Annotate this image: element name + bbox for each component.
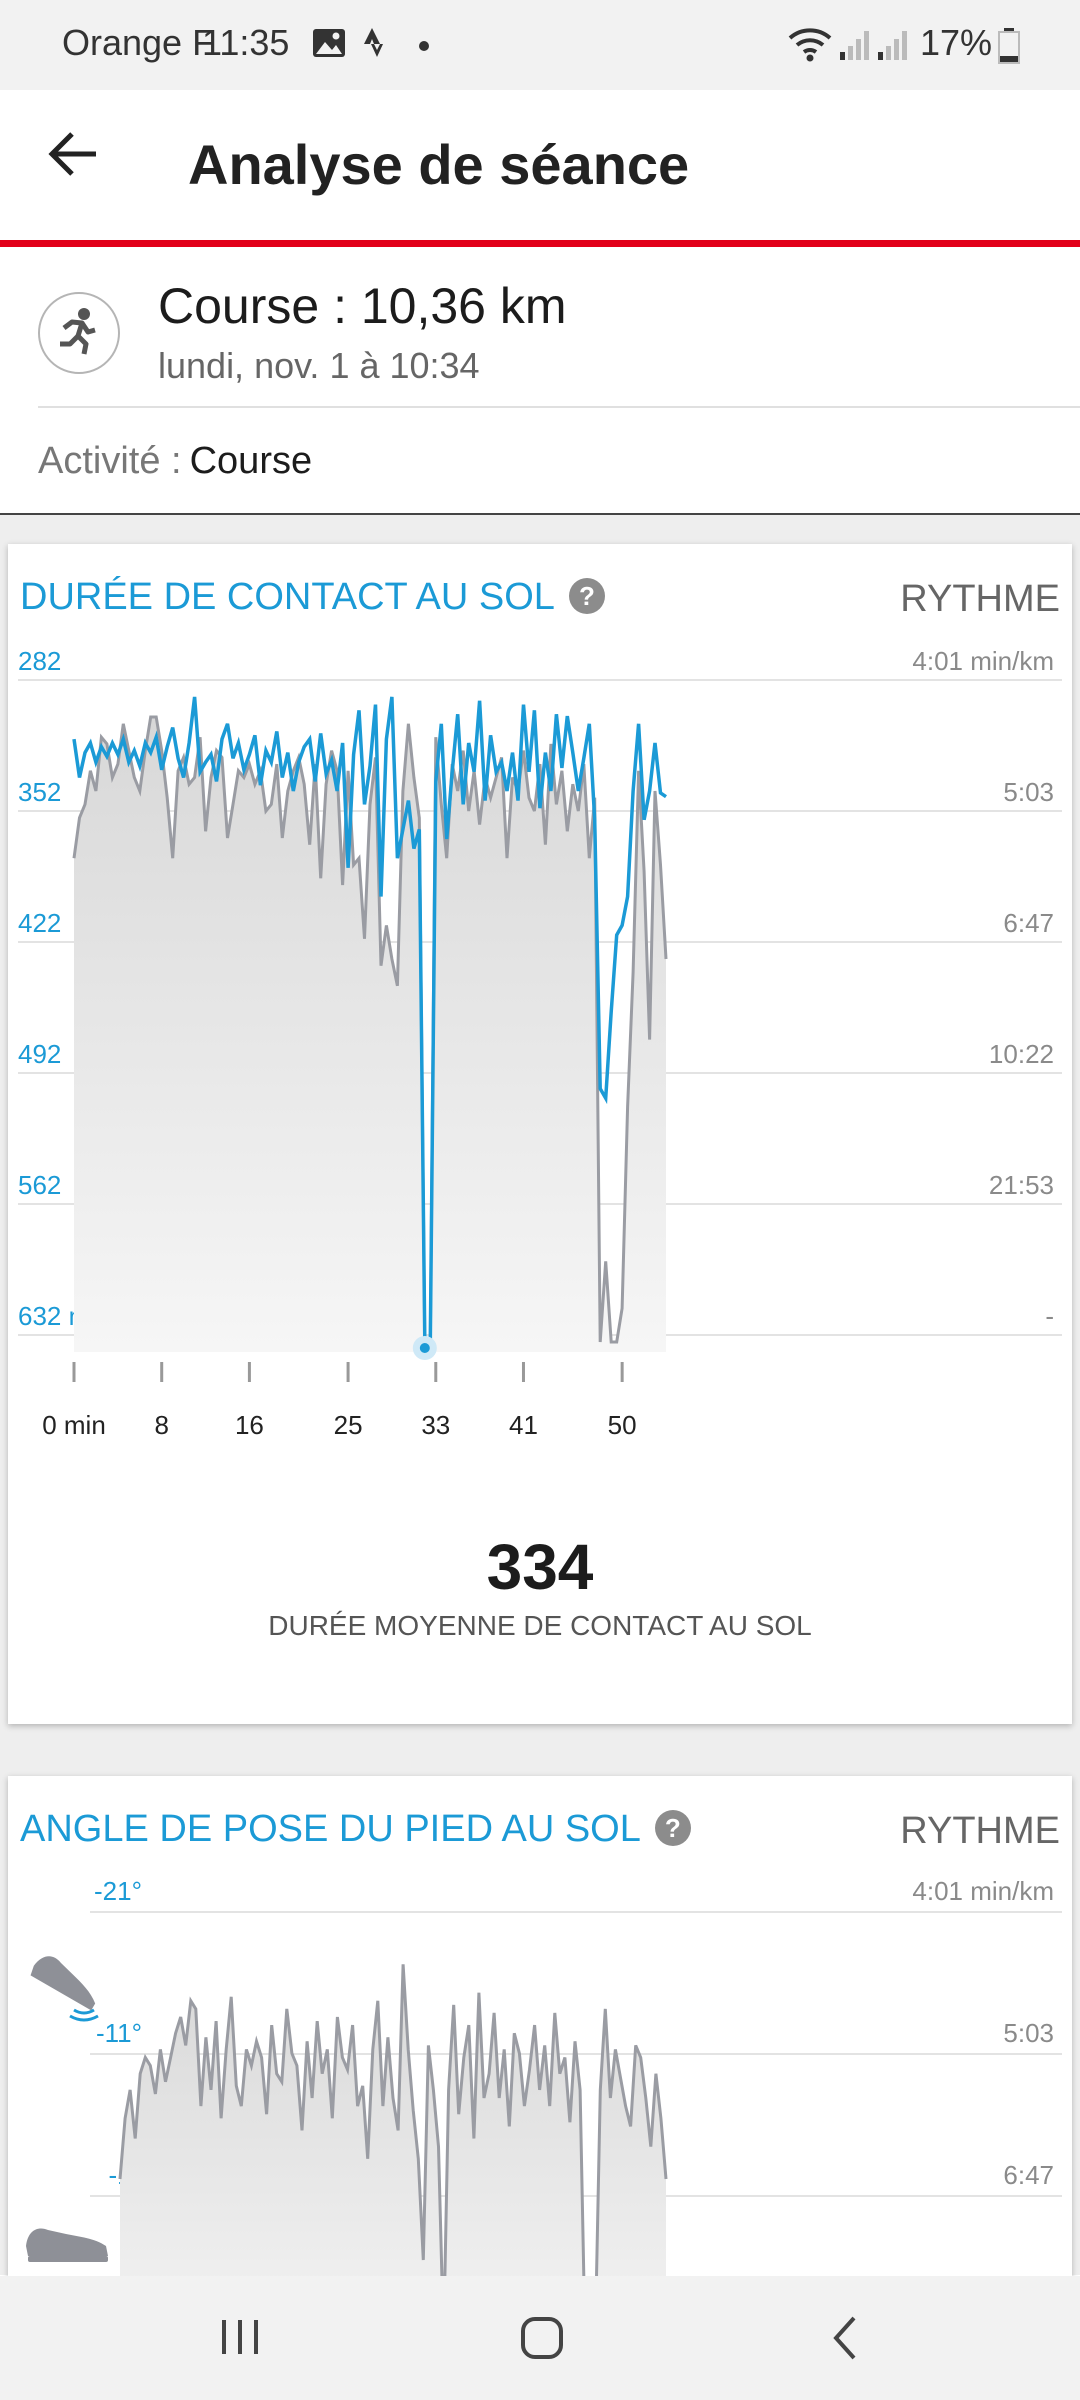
rythme-area	[74, 717, 666, 1352]
left-axis-tick: -21°	[94, 1876, 142, 1906]
accent-divider	[0, 240, 1080, 247]
battery-percent: 17%	[920, 22, 993, 63]
divider	[38, 406, 1080, 408]
left-axis-tick: 282	[18, 646, 61, 676]
signal-icon-sim2	[878, 31, 907, 60]
activity-label: Activité :	[38, 440, 182, 482]
shoe-heel-strike-icon	[30, 1956, 99, 2022]
strava-notification-icon	[364, 28, 383, 57]
question-mark-icon[interactable]: ?	[654, 1810, 691, 1846]
average-label: DURÉE MOYENNE DE CONTACT AU SOL	[268, 1610, 812, 1641]
app-bar: Analyse de séance	[0, 90, 1080, 240]
rythme-series-line	[72, 715, 668, 1344]
clock: 11:35	[202, 22, 290, 63]
right-axis-tick: 10:22	[989, 1039, 1054, 1069]
system-back-button[interactable]	[806, 2308, 886, 2368]
right-axis-tick: 5:03	[1003, 2018, 1054, 2048]
more-notifications-dot	[419, 41, 429, 51]
x-tick-label: 0 min	[42, 1410, 106, 1440]
x-tick-label: 50	[608, 1410, 637, 1440]
divider	[0, 513, 1080, 515]
left-axis-tick: 492	[18, 1039, 61, 1069]
x-tick-label: 16	[235, 1410, 264, 1440]
left-axis-tick: -11°	[96, 2018, 142, 2048]
x-tick-label: 33	[421, 1410, 450, 1440]
battery-icon	[998, 28, 1020, 64]
signal-icon-sim1	[840, 31, 869, 60]
foot-angle-chart[interactable]: -21°-11°-1°4:01 min/km5:036:47	[8, 1776, 1072, 2276]
right-axis-tick: 4:01 min/km	[912, 646, 1054, 676]
carrier-label: Orange F	[62, 22, 215, 63]
session-title: Course : 10,36 km	[158, 278, 567, 334]
back-button[interactable]	[40, 120, 108, 188]
average-value: 334	[486, 1531, 594, 1603]
activity-value: Course	[189, 440, 313, 482]
left-axis-tick: 352	[18, 777, 61, 807]
card-title: DURÉE DE CONTACT AU SOL?	[20, 576, 605, 619]
foot-angle-card: ANGLE DE POSE DU PIED AU SOL? RYTHME -21…	[8, 1776, 1072, 2296]
x-tick-label: 25	[334, 1410, 363, 1440]
activity-badge	[38, 292, 120, 374]
chevron-left-icon	[833, 2316, 856, 2360]
right-axis-tick: 6:47	[1003, 908, 1054, 938]
arrow-left-icon	[48, 132, 96, 176]
recent-apps-icon	[222, 2320, 258, 2354]
right-axis-tick: 21:53	[989, 1170, 1054, 1200]
wifi-icon	[788, 28, 832, 62]
rythme-series-line	[118, 1964, 668, 2276]
card-title-text: DURÉE DE CONTACT AU SOL	[20, 576, 555, 618]
gallery-notification-icon	[313, 29, 345, 57]
system-nav-bar	[0, 2276, 1080, 2400]
ground-contact-card: DURÉE DE CONTACT AU SOL? RYTHME 282 352 42…	[8, 544, 1072, 1724]
card-title-text: ANGLE DE POSE DU PIED AU SOL	[20, 1808, 641, 1850]
session-date: lundi, nov. 1 à 10:34	[158, 345, 480, 386]
secondary-series-label[interactable]: RYTHME	[900, 578, 1060, 620]
activity-row: Activité : Course	[38, 440, 312, 483]
session-header: Course : 10,36 km lundi, nov. 1 à 10:34	[0, 247, 1080, 407]
shoe-flat-icon	[26, 2228, 108, 2262]
home-button[interactable]	[502, 2308, 582, 2368]
x-tick-label: 41	[509, 1410, 538, 1440]
x-tick-label: 8	[154, 1410, 168, 1440]
page-title: Analyse de séance	[188, 133, 690, 196]
running-person-icon	[60, 308, 96, 355]
card-title: ANGLE DE POSE DU PIED AU SOL?	[20, 1808, 691, 1851]
status-bar: Orange F 11:35 17%	[0, 0, 1080, 90]
question-mark-icon[interactable]: ?	[568, 578, 605, 614]
right-axis-tick: 5:03	[1003, 777, 1054, 807]
max-point-marker	[419, 1343, 430, 1353]
right-axis-tick: 4:01 min/km	[912, 1876, 1054, 1906]
left-axis-tick: 562	[18, 1170, 61, 1200]
right-axis-tick: -	[1045, 1301, 1054, 1331]
recent-apps-button[interactable]	[200, 2308, 280, 2368]
right-axis-tick: 6:47	[1003, 2160, 1054, 2190]
secondary-series-label[interactable]: RYTHME	[900, 1810, 1060, 1852]
home-icon	[521, 2317, 563, 2359]
left-axis-tick: 422	[18, 908, 61, 938]
contact-time-series-line	[72, 696, 667, 1344]
